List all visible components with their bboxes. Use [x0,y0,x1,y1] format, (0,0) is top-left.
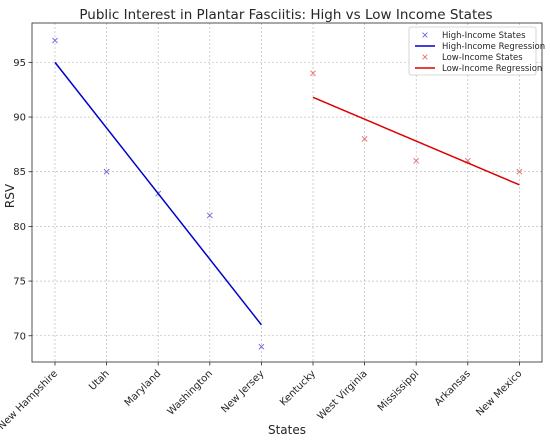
point-stroke [310,70,316,77]
legend-box [408,26,537,76]
grid [32,23,542,362]
point-washington [206,212,213,219]
x-axis: New Hampshire Utah Maryland Washington New J… [0,362,525,432]
x-tick-label-new-jersey: New Jersey [220,368,267,415]
point-stroke [103,168,110,175]
legend-swatch [422,54,428,60]
y-tick-label: 80 [13,222,26,233]
point-kentucky [310,70,316,77]
x-tick-label-utah: Utah [87,368,112,393]
x-tick-label-washington: Washington [166,368,215,417]
legend-label: Low-Income States [442,53,523,63]
x-tick-label-arkansas: Arkansas [433,368,473,408]
x-axis-label: States [268,423,306,437]
legend-entry-low-income-regression: Low-Income Regression [415,64,542,74]
high-income-regression-line [54,61,262,326]
y-axis: 70 75 80 85 90 95 [13,58,32,342]
legend-label: High-Income States [442,31,526,41]
y-tick-label: 85 [13,167,26,178]
point-west-virginia [361,135,368,142]
swatch-stroke [422,32,428,38]
point-stroke [516,168,523,175]
legend-label: Low-Income Regression [442,64,542,74]
x-tick-label-maryland: Maryland [123,368,164,409]
series-high-income-states [52,37,265,350]
point-utah [103,168,110,175]
y-tick-label: 75 [13,277,26,288]
series-high-income-regression [54,61,262,326]
legend-entry-low-income-states: Low-Income States [422,53,523,63]
point-stroke [413,157,420,164]
series-low-income-states [310,70,523,175]
x-tick-label-west-virginia: West Virginia [316,368,370,422]
point-mississippi [413,157,420,164]
x-tick-label-new-hampshire: New Hampshire [0,368,60,432]
y-tick-label: 95 [13,58,26,69]
swatch-stroke [422,54,428,60]
y-axis-label: RSV [3,183,17,208]
y-tick-label: 90 [13,113,26,124]
low-income-regression-line [312,96,520,186]
point-stroke [206,212,213,219]
legend-entry-high-income-regression: High-Income Regression [415,42,545,52]
x-tick-label-new-mexico: New Mexico [474,368,524,418]
plot-marks [52,37,523,350]
legend-entry-high-income-states: High-Income States [422,31,526,41]
point-new-jersey [258,343,265,350]
point-stroke [361,135,368,142]
plot-frame [31,22,543,363]
y-tick-label: 70 [13,331,26,342]
x-tick-label-kentucky: Kentucky [278,368,318,408]
point-stroke [52,37,58,44]
chart-title: Public Interest in Plantar Fasciitis: Hi… [79,7,492,23]
x-tick-label-mississippi: Mississippi [376,368,421,413]
point-new-mexico [516,168,523,175]
series-low-income-regression [312,96,520,186]
point-new-hampshire [52,37,58,44]
legend-label: High-Income Regression [442,42,545,52]
point-stroke [258,343,265,350]
legend-swatch [422,32,428,38]
